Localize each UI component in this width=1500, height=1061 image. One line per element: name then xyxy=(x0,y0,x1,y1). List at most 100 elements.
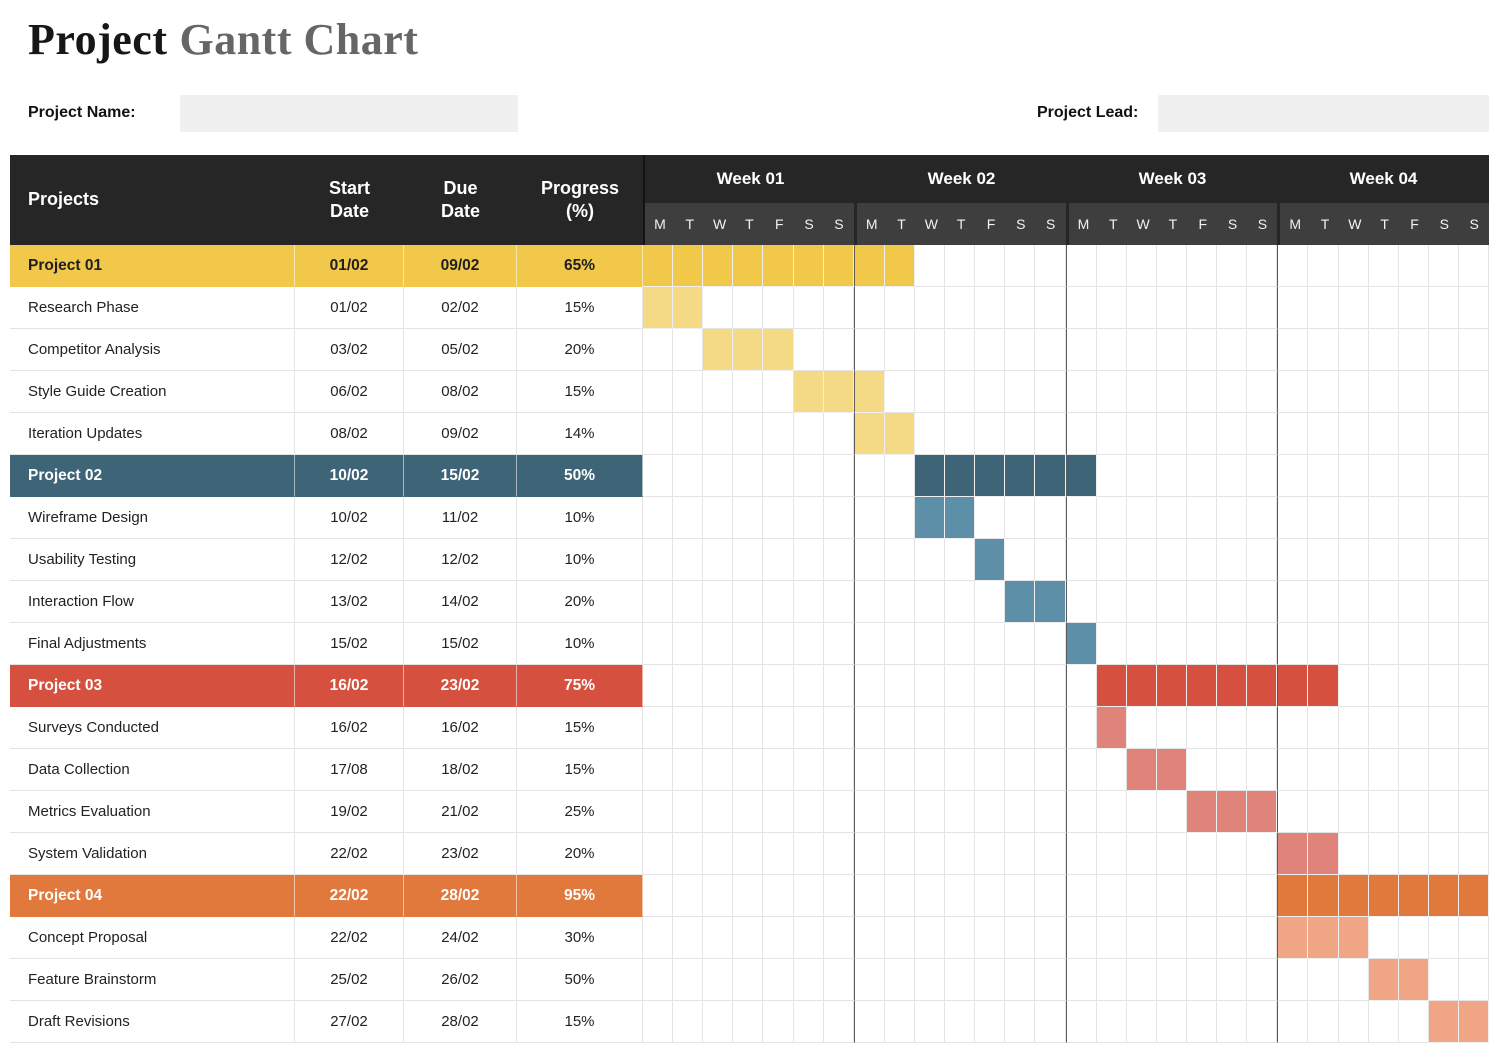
gantt-cell xyxy=(823,833,854,875)
due-date-cell[interactable]: 15/02 xyxy=(404,623,517,665)
gantt-cell xyxy=(1186,287,1218,329)
task-name-cell[interactable]: Competitor Analysis xyxy=(10,329,295,371)
start-date-cell[interactable]: 13/02 xyxy=(295,581,404,623)
gantt-cell xyxy=(853,749,885,791)
due-date-cell[interactable]: 11/02 xyxy=(404,497,517,539)
gantt-cell xyxy=(1126,959,1157,1001)
gantt-cell xyxy=(673,665,704,707)
project-name-input[interactable] xyxy=(180,95,518,132)
progress-cell[interactable]: 65% xyxy=(517,245,643,287)
progress-cell[interactable]: 50% xyxy=(517,959,643,1001)
due-date-cell[interactable]: 12/02 xyxy=(404,539,517,581)
task-name-cell[interactable]: Project 02 xyxy=(10,455,295,497)
start-date-cell[interactable]: 10/02 xyxy=(295,455,404,497)
progress-cell[interactable]: 14% xyxy=(517,413,643,455)
gantt-cell xyxy=(914,245,946,287)
due-date-cell[interactable]: 09/02 xyxy=(404,413,517,455)
start-date-cell[interactable]: 16/02 xyxy=(295,707,404,749)
progress-cell[interactable]: 75% xyxy=(517,665,643,707)
task-name-cell[interactable]: Draft Revisions xyxy=(10,1001,295,1043)
progress-cell[interactable]: 15% xyxy=(517,749,643,791)
progress-cell[interactable]: 30% xyxy=(517,917,643,959)
gantt-cell xyxy=(763,371,794,413)
start-date-cell[interactable]: 25/02 xyxy=(295,959,404,1001)
due-date-cell[interactable]: 24/02 xyxy=(404,917,517,959)
progress-cell[interactable]: 20% xyxy=(517,581,643,623)
gantt-cell xyxy=(1186,707,1218,749)
start-date-cell[interactable]: 03/02 xyxy=(295,329,404,371)
task-name-cell[interactable]: Data Collection xyxy=(10,749,295,791)
due-date-cell[interactable]: 14/02 xyxy=(404,581,517,623)
column-header-due-date: Due Date xyxy=(404,155,517,245)
task-name-cell[interactable]: Research Phase xyxy=(10,287,295,329)
progress-cell[interactable]: 20% xyxy=(517,833,643,875)
gantt-cell xyxy=(733,245,764,287)
gantt-cell xyxy=(853,497,885,539)
task-name-cell[interactable]: Final Adjustments xyxy=(10,623,295,665)
start-date-cell[interactable]: 22/02 xyxy=(295,875,404,917)
task-name-cell[interactable]: Project 04 xyxy=(10,875,295,917)
task-name-cell[interactable]: Style Guide Creation xyxy=(10,371,295,413)
task-name-cell[interactable]: Wireframe Design xyxy=(10,497,295,539)
due-date-cell[interactable]: 02/02 xyxy=(404,287,517,329)
progress-cell[interactable]: 25% xyxy=(517,791,643,833)
day-letter: T xyxy=(685,216,695,232)
start-date-cell[interactable]: 22/02 xyxy=(295,833,404,875)
progress-cell[interactable]: 95% xyxy=(517,875,643,917)
gantt-cell xyxy=(1338,959,1369,1001)
task-name-cell[interactable]: Feature Brainstorm xyxy=(10,959,295,1001)
start-date-cell[interactable]: 22/02 xyxy=(295,917,404,959)
gantt-cell xyxy=(763,245,794,287)
progress-cell[interactable]: 20% xyxy=(517,329,643,371)
start-date-cell[interactable]: 16/02 xyxy=(295,665,404,707)
task-name-cell[interactable]: Concept Proposal xyxy=(10,917,295,959)
due-date-cell[interactable]: 16/02 xyxy=(404,707,517,749)
progress-cell[interactable]: 10% xyxy=(517,497,643,539)
task-name-cell[interactable]: Project 03 xyxy=(10,665,295,707)
progress-cell[interactable]: 15% xyxy=(517,1001,643,1043)
due-date-cell[interactable]: 15/02 xyxy=(404,455,517,497)
start-date-cell[interactable]: 10/02 xyxy=(295,497,404,539)
column-header-progress-label: Progress (%) xyxy=(540,177,620,221)
due-date-cell[interactable]: 18/02 xyxy=(404,749,517,791)
start-date-cell[interactable]: 08/02 xyxy=(295,413,404,455)
due-date-cell[interactable]: 28/02 xyxy=(404,1001,517,1043)
task-name-cell[interactable]: System Validation xyxy=(10,833,295,875)
due-date-cell[interactable]: 05/02 xyxy=(404,329,517,371)
start-date-cell[interactable]: 01/02 xyxy=(295,287,404,329)
due-date-cell[interactable]: 23/02 xyxy=(404,833,517,875)
due-date-cell[interactable]: 23/02 xyxy=(404,665,517,707)
start-date-cell[interactable]: 17/08 xyxy=(295,749,404,791)
task-name-cell[interactable]: Usability Testing xyxy=(10,539,295,581)
gantt-cell xyxy=(1005,917,1036,959)
start-date-cell[interactable]: 01/02 xyxy=(295,245,404,287)
progress-cell[interactable]: 50% xyxy=(517,455,643,497)
gantt-cell xyxy=(1247,287,1278,329)
task-name-cell[interactable]: Iteration Updates xyxy=(10,413,295,455)
task-name-cell[interactable]: Surveys Conducted xyxy=(10,707,295,749)
progress-cell[interactable]: 15% xyxy=(517,287,643,329)
gantt-cell xyxy=(1277,245,1309,287)
start-date-cell[interactable]: 12/02 xyxy=(295,539,404,581)
task-name-cell[interactable]: Metrics Evaluation xyxy=(10,791,295,833)
gantt-cell xyxy=(1398,539,1429,581)
progress-cell[interactable]: 15% xyxy=(517,707,643,749)
start-date-cell[interactable]: 15/02 xyxy=(295,623,404,665)
column-header-projects: Projects xyxy=(28,189,100,210)
due-date-cell[interactable]: 09/02 xyxy=(404,245,517,287)
gantt-cell xyxy=(1398,959,1429,1001)
progress-cell[interactable]: 15% xyxy=(517,371,643,413)
task-name-cell[interactable]: Project 01 xyxy=(10,245,295,287)
start-date-cell[interactable]: 27/02 xyxy=(295,1001,404,1043)
progress-cell[interactable]: 10% xyxy=(517,539,643,581)
progress-cell[interactable]: 10% xyxy=(517,623,643,665)
due-date-cell[interactable]: 08/02 xyxy=(404,371,517,413)
due-date-cell[interactable]: 28/02 xyxy=(404,875,517,917)
start-date-cell[interactable]: 06/02 xyxy=(295,371,404,413)
project-lead-input[interactable] xyxy=(1158,95,1489,132)
start-date-cell[interactable]: 19/02 xyxy=(295,791,404,833)
due-date-cell[interactable]: 21/02 xyxy=(404,791,517,833)
task-name-cell[interactable]: Interaction Flow xyxy=(10,581,295,623)
due-date-cell[interactable]: 26/02 xyxy=(404,959,517,1001)
gantt-cell xyxy=(703,665,734,707)
